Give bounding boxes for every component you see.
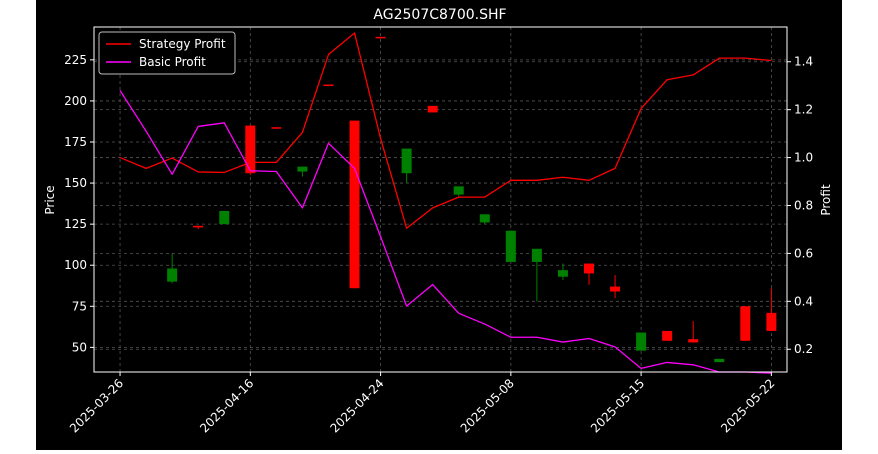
candle-body [375,36,386,39]
line-layer [119,32,772,374]
candle-body [297,166,308,172]
candle-body [557,270,568,277]
series-line-strategy-profit [119,32,772,229]
candle-body [323,84,334,86]
candle-body [610,286,621,292]
candle-body [245,125,256,174]
candle-body [479,214,490,223]
legend: Strategy Profit Basic Profit [98,31,236,75]
legend-box [98,31,236,75]
y-right-tick-label: 1.2 [794,103,813,117]
candle-body [271,127,282,129]
candle-body [636,332,647,351]
y-right-tick-label: 0.2 [794,342,813,356]
series-line-basic-profit [119,90,772,374]
candle-body [219,211,230,225]
y-left-tick-label: 225 [64,53,87,67]
candle-body [349,120,360,289]
y-right-tick-label: 0.8 [794,198,813,212]
candle-body [401,148,412,174]
candle-body [531,248,542,262]
candle-body [688,339,699,343]
candle-layer [167,36,777,363]
y-left-tick-label: 50 [72,340,87,354]
legend-label-basic-profit: Basic Profit [139,55,206,69]
y-right-tick-label: 0.6 [794,246,813,260]
candle-body [584,263,594,274]
y-right-tick-label: 0.4 [794,294,813,308]
y-left-tick-label: 75 [72,299,87,313]
candle-body [740,306,751,341]
y-axis-right-label: Profit [819,184,833,216]
candle-body [714,358,725,363]
y-axis-left-label: Price [43,185,57,214]
candle-body [167,268,178,282]
y-left-tick-label: 100 [64,258,87,272]
legend-label-strategy-profit: Strategy Profit [139,37,226,51]
chart-title: AG2507C8700.SHF [373,7,506,23]
y-right-tick-label: 1.0 [794,151,813,165]
candle-body [453,186,464,195]
candle-body [427,105,438,113]
y-left-tick-label: 150 [64,176,87,190]
candle-body [662,330,673,341]
candle-body [766,312,777,331]
chart-background [36,0,842,450]
y-right-tick-label: 1.4 [794,55,813,69]
y-left-tick-label: 125 [64,217,87,231]
candle-body [193,225,204,228]
plot-frame [93,26,788,373]
y-left-tick-label: 175 [64,135,87,149]
candle-body [505,230,516,262]
y-left-tick-label: 200 [64,94,87,108]
